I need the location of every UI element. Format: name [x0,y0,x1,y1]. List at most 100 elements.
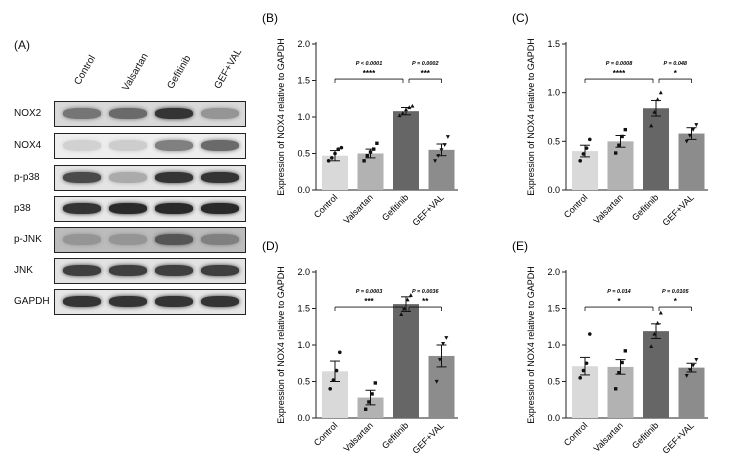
data-point [687,133,692,138]
data-point [588,137,592,142]
blot-strip-nox4 [54,133,246,159]
significance-stars: *** [421,69,431,78]
panel-label: (D) [262,239,279,253]
bar-chart-d: (D) Expression of NOX4 relative to GAPDH 0… [262,239,458,456]
blot-band [201,203,239,214]
y-tick-label: 0.0 [297,413,310,423]
data-point [620,134,624,139]
data-point [578,159,582,163]
data-point [434,379,439,384]
panel-label: (E) [512,239,528,253]
y-tick-label: 2.0 [297,39,310,49]
blot-band [201,172,239,183]
data-point [658,310,663,315]
blot-strip-gapdh [54,289,246,315]
significance-stars: * [674,297,678,306]
p-value-label: P = 0.0105 [662,289,689,295]
y-tick-label: 1.0 [547,340,560,350]
y-tick-label: 1.0 [297,340,310,350]
x-tick-label: Control [312,192,340,220]
y-tick-label: 1.5 [297,304,310,314]
data-point [649,123,654,128]
y-axis-label: Expression of NOX4 relative to GAPDH [276,38,286,196]
x-tick-label: GEF+VAL [410,192,445,227]
bar [678,367,705,418]
bar [322,155,348,190]
blot-band [201,140,239,151]
blot-label-nox2: NOX2 [14,108,42,119]
blot-band [109,172,147,183]
blot-label-jnk: JNK [14,265,33,276]
y-tick-label: 2.0 [297,267,310,277]
y-axis-label: Expression of NOX4 relative to GAPDH [526,266,536,424]
data-point [400,111,405,115]
data-point [445,135,450,139]
data-point [370,392,374,396]
x-tick-label: Gefitinib [630,192,660,222]
bar [357,397,384,418]
data-point [404,107,408,112]
x-tick-label: Gefitinib [380,420,410,450]
data-point [684,139,689,144]
blot-band [201,265,239,276]
data-point [373,381,377,385]
y-tick-label: 1.0 [297,112,310,122]
data-point [338,350,342,355]
blot-band [63,108,101,119]
bar [572,151,598,190]
blot-label-p38: p38 [14,203,31,214]
bar [393,304,419,418]
blot-label-p-jnk: p-JNK [14,234,42,245]
data-point [439,148,444,153]
panel-label: (C) [512,11,529,25]
significance-stars: * [674,69,678,78]
data-point [375,141,379,145]
bar [678,133,705,190]
y-axis-label: Expression of NOX4 relative to GAPDH [276,266,286,424]
bar-chart-c: (C) Expression of NOX4 relative to GAPDH 0… [512,11,708,228]
x-tick-label: Control [562,420,590,448]
data-point [410,103,415,108]
data-point [433,159,438,163]
data-point [694,358,699,362]
blot-band [155,108,193,119]
blot-band [155,296,193,307]
data-point [441,341,446,346]
lane-label-gefval: GEF+VAL [212,46,245,91]
lane-label-control: Control [72,53,99,87]
lane-label-gefitinib: Gefitinib [165,53,194,91]
data-point [658,90,663,95]
blot-band [109,265,147,276]
data-point [399,312,404,316]
p-value-label: P = 0.0036 [412,289,439,295]
data-point [614,151,618,155]
blot-band [63,203,101,214]
data-point [326,159,331,163]
bar [393,111,419,190]
y-tick-label: 2.0 [547,267,560,277]
x-tick-label: Control [312,420,340,448]
x-tick-label: Valsartan [591,192,624,225]
x-tick-label: GEF+VAL [660,192,695,227]
y-tick-label: 0.5 [547,136,560,146]
p-value-label: P < 0.0001 [356,61,383,67]
y-tick-label: 0.0 [547,413,560,423]
data-point [649,344,654,349]
data-point [372,147,376,151]
bar [607,141,634,190]
data-point [331,378,336,382]
blot-band [109,108,147,119]
bar-chart-e: (E) Expression of NOX4 relative to GAPDH 0… [512,239,708,456]
data-point [581,152,586,156]
y-tick-label: 0.5 [297,149,310,159]
blot-band [63,172,101,183]
data-point [584,146,589,150]
bar-chart-b: (B) Expression of NOX4 relative to GAPDH 0… [262,11,458,228]
y-tick-label: 1.0 [547,88,560,98]
y-tick-label: 1.5 [297,76,310,86]
data-point [617,143,621,147]
x-tick-label: Gefitinib [380,192,410,222]
data-point [333,151,337,156]
bar [607,366,634,418]
